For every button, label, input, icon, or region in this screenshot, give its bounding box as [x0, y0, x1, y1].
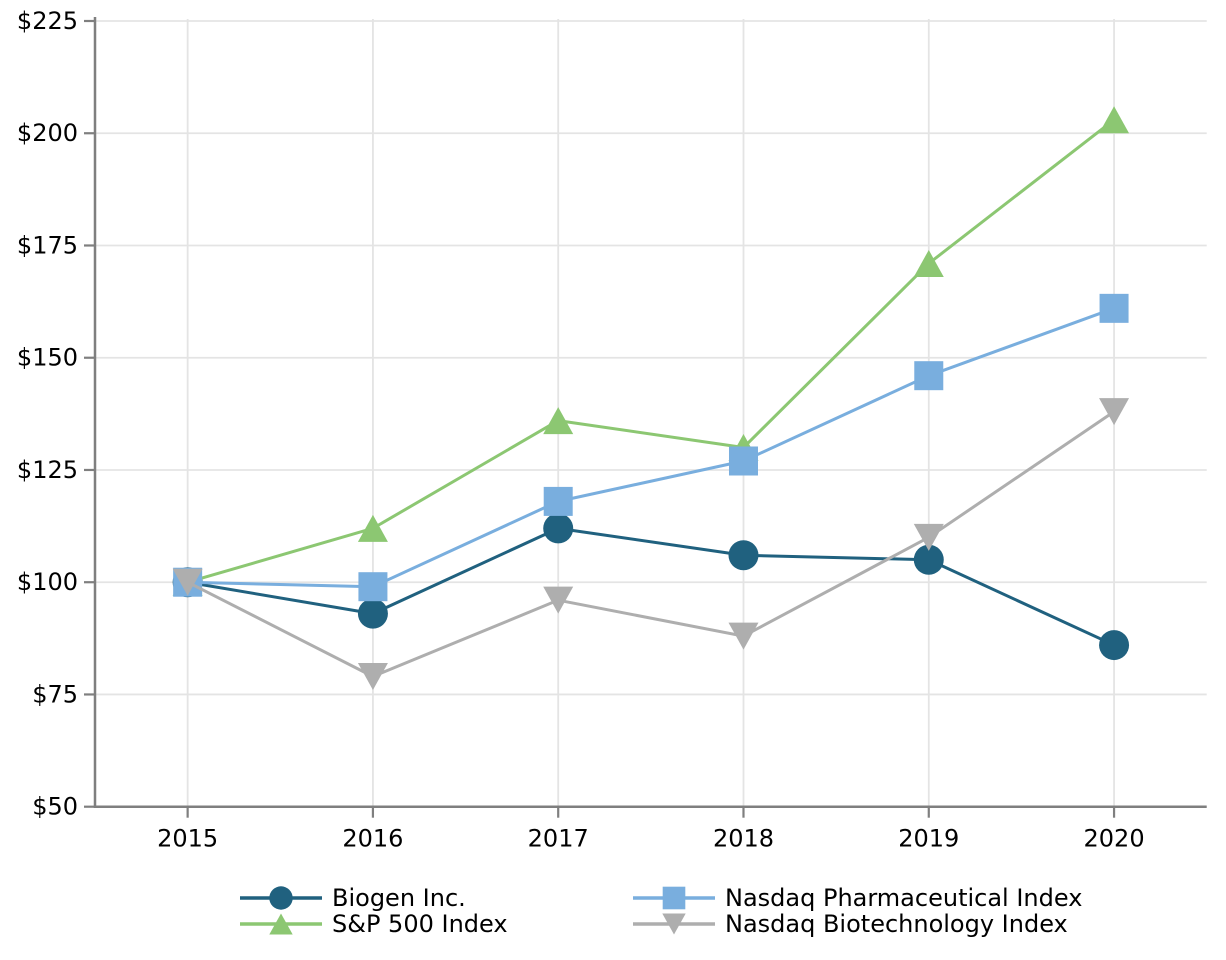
square-marker-icon	[543, 486, 573, 516]
square-marker-icon	[358, 572, 388, 602]
x-tick-label: 2016	[342, 825, 403, 853]
x-tick-label: 2018	[713, 825, 774, 853]
legend-item-biogen: Biogen Inc.	[240, 885, 466, 911]
triangle-down-marker-icon	[633, 913, 715, 935]
triangle-up-marker-icon	[913, 249, 944, 277]
triangle-up-marker-icon	[357, 514, 388, 542]
series-3	[172, 398, 1130, 690]
y-tick-label: $200	[17, 119, 78, 147]
circle-marker-icon	[240, 886, 322, 910]
triangle-down-marker-icon	[728, 622, 759, 650]
triangle-up-marker-icon	[543, 407, 574, 435]
y-tick-label: $125	[17, 456, 78, 484]
series-line	[187, 118, 1115, 584]
x-tick-label: 2017	[528, 825, 589, 853]
y-tick-label: $175	[17, 231, 78, 259]
square-marker-icon	[728, 446, 758, 476]
triangle-down-marker-icon	[662, 913, 686, 935]
circle-marker-icon	[543, 513, 574, 544]
x-tick-label: 2019	[898, 825, 959, 853]
y-tick-label: $225	[17, 7, 78, 35]
triangle-down-marker-icon	[172, 568, 203, 596]
series-line	[187, 306, 1115, 589]
triangle-down-marker-icon	[543, 586, 574, 614]
triangle-up-marker-icon	[240, 913, 322, 935]
y-tick-label: $50	[32, 793, 78, 821]
square-marker-icon	[633, 886, 715, 910]
legend-item-nasdaq-pharmaceutical: Nasdaq Pharmaceutical Index	[633, 885, 1082, 911]
legend-label-nasdaq-pharmaceutical: Nasdaq Pharmaceutical Index	[725, 884, 1083, 912]
axes-spines	[93, 17, 1207, 808]
legend-item-sp500: S&P 500 Index	[240, 911, 508, 937]
circle-marker-icon	[269, 886, 293, 910]
series-line	[187, 526, 1115, 647]
circle-marker-icon	[357, 598, 388, 629]
triangle-down-marker-icon	[913, 523, 944, 551]
circle-marker-icon	[728, 540, 759, 571]
triangle-up-marker-icon	[269, 913, 293, 935]
legend-label-sp500: S&P 500 Index	[332, 910, 508, 938]
series-2	[173, 293, 1129, 602]
square-marker-icon	[914, 361, 944, 391]
legend-item-nasdaq-biotechnology: Nasdaq Biotechnology Index	[633, 911, 1068, 937]
circle-marker-icon	[913, 544, 944, 575]
square-marker-icon	[1099, 293, 1129, 323]
legend-label-nasdaq-biotechnology: Nasdaq Biotechnology Index	[725, 910, 1068, 938]
series-line	[186, 410, 1115, 678]
square-marker-icon	[662, 886, 686, 910]
gridlines	[95, 19, 1207, 808]
plot-area: $50 $75 $100 $125 $150 $175 $200 $225 2015 2016 20…	[17, 7, 1207, 853]
tick-marks	[84, 19, 1116, 818]
x-tick-label: 2020	[1084, 825, 1145, 853]
series-1	[172, 106, 1130, 596]
circle-marker-icon	[1099, 630, 1130, 661]
y-tick-label: $75	[32, 680, 78, 708]
triangle-down-marker-icon	[357, 662, 388, 690]
triangle-up-marker-icon	[1099, 106, 1130, 134]
x-tick-label: 2015	[157, 825, 218, 853]
y-tick-label: $100	[17, 568, 78, 596]
triangle-down-marker-icon	[1099, 398, 1130, 426]
legend-label-biogen: Biogen Inc.	[332, 884, 466, 912]
y-tick-label: $150	[17, 344, 78, 372]
